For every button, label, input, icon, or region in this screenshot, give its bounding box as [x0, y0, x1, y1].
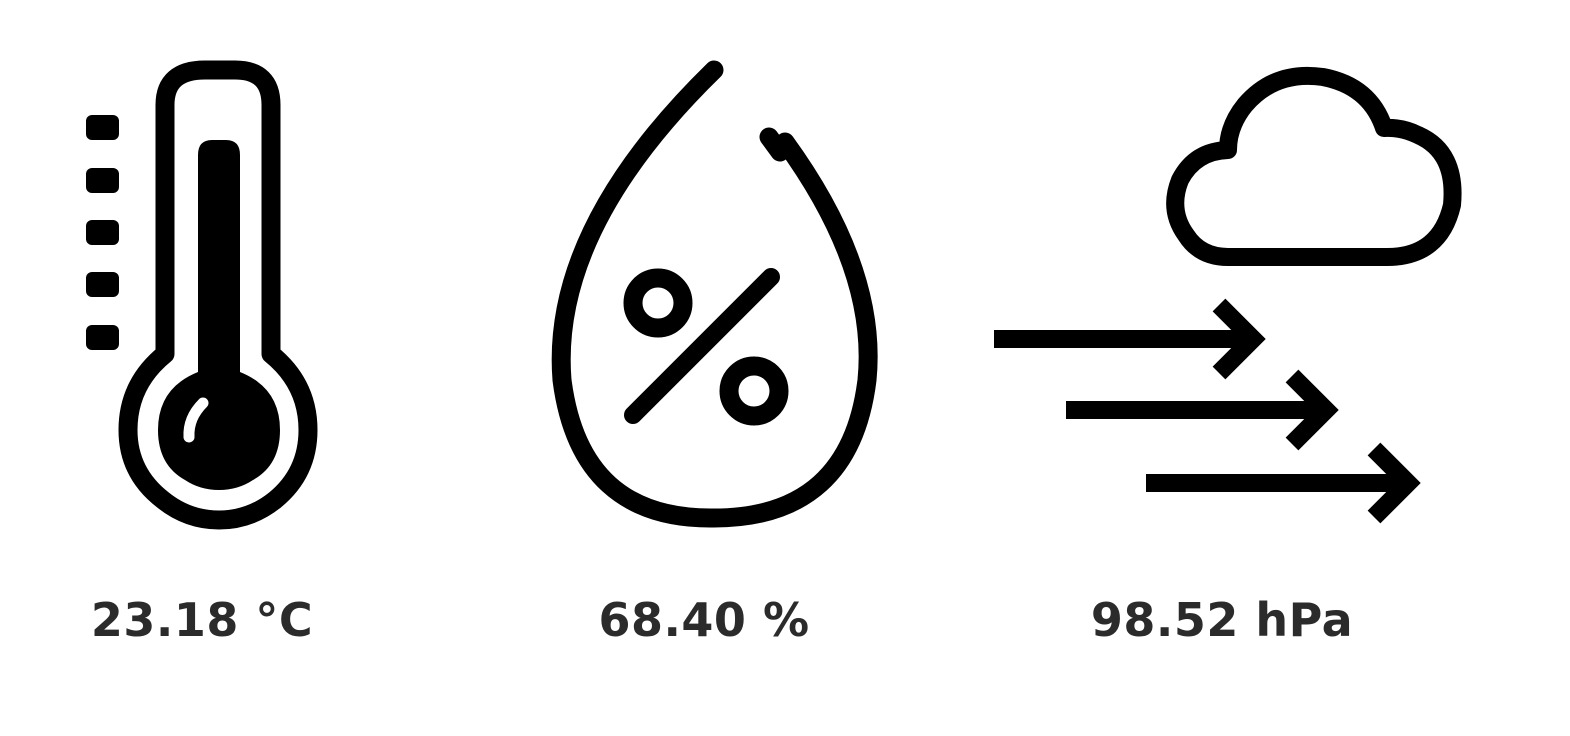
temperature-value: 23.18 °C	[90, 593, 314, 647]
humidity-panel: 68.40 %	[490, 0, 940, 736]
humidity-drop-icon	[551, 60, 878, 528]
humidity-value: 68.40 %	[598, 593, 810, 647]
thermometer-icon	[86, 60, 318, 530]
temperature-panel: 23.18 °C	[0, 0, 440, 736]
pressure-panel: 98.52 hPa	[990, 0, 1470, 736]
pressure-value: 98.52 hPa	[1090, 593, 1354, 647]
wind-cloud-icon	[994, 66, 1462, 524]
